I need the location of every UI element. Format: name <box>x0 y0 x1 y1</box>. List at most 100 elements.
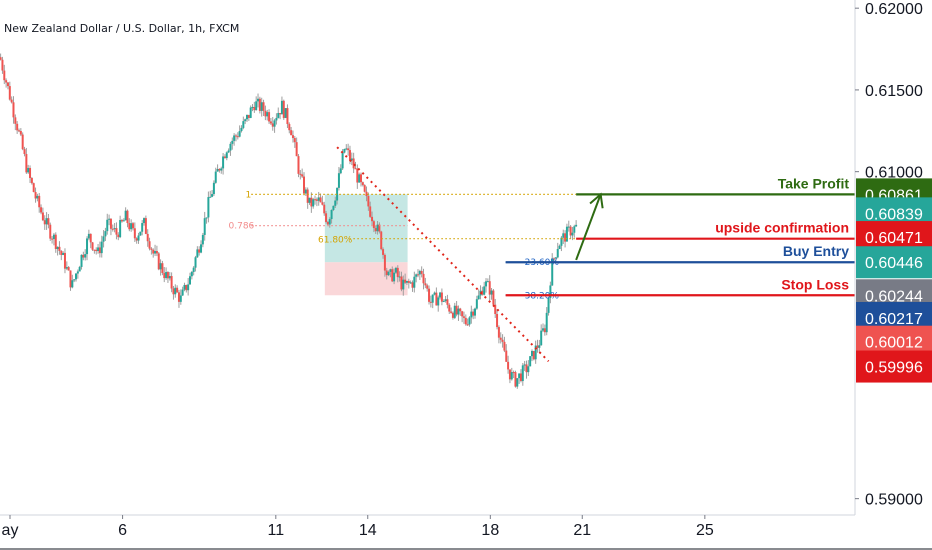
candle-body <box>400 276 403 290</box>
candle-body <box>225 152 228 159</box>
candle-body <box>573 226 576 233</box>
candle-body <box>483 286 486 295</box>
candle-body <box>297 156 300 174</box>
candle-body <box>150 248 153 250</box>
candle-body <box>190 271 193 277</box>
candle-body <box>508 369 511 380</box>
time-tick-label: 11 <box>268 522 285 539</box>
candle-body <box>426 285 429 289</box>
candle-body <box>126 210 129 224</box>
candle-body <box>378 224 381 232</box>
candle-body <box>380 231 383 250</box>
candle-body <box>560 237 563 246</box>
candle-body <box>43 220 46 225</box>
candle-body <box>462 316 465 318</box>
level-label: upside confirmation <box>715 220 849 236</box>
candle-body <box>128 223 131 230</box>
candle-body <box>459 308 462 312</box>
candle-body <box>404 279 407 283</box>
candle-body <box>356 168 359 183</box>
candle-body <box>496 314 499 328</box>
candle-body <box>433 292 436 295</box>
target-zone <box>324 194 408 263</box>
candle-body <box>269 121 272 124</box>
candle-body <box>218 168 221 171</box>
candle-body <box>363 185 366 192</box>
candle-body <box>271 123 274 127</box>
candle-body <box>339 168 342 174</box>
level-label: Buy Entry <box>783 243 849 259</box>
candle-body <box>472 311 475 316</box>
candle-body <box>514 372 517 387</box>
candle-body <box>455 305 458 315</box>
candle-body <box>407 280 410 283</box>
candle-body <box>253 106 256 111</box>
candle-body <box>336 187 339 201</box>
fib-label: 1 <box>246 190 252 200</box>
candle-body <box>76 271 79 274</box>
candle-body <box>135 238 138 241</box>
time-tick-label: 6 <box>118 522 127 539</box>
candle-body <box>214 171 217 183</box>
candle-body <box>201 234 204 245</box>
candle-body <box>273 120 276 127</box>
candle-body <box>567 226 570 228</box>
candle-body <box>86 238 89 255</box>
candle-body <box>98 247 101 254</box>
candle-body <box>132 223 134 229</box>
candle-body <box>468 317 471 325</box>
candle-body <box>503 341 506 351</box>
candle-body <box>203 218 206 235</box>
candle-body <box>350 158 353 161</box>
price-badge <box>856 246 932 279</box>
candle-body <box>565 226 568 242</box>
candle-body <box>183 284 186 290</box>
candle-body <box>314 199 317 201</box>
candle-body <box>257 98 260 102</box>
candle-body <box>317 197 320 201</box>
candle-body <box>409 282 412 284</box>
candle-body <box>571 232 574 236</box>
candle-body <box>417 274 419 276</box>
candle-body <box>106 219 109 232</box>
candle-body <box>246 114 248 120</box>
candle-body <box>481 290 484 295</box>
candle-body <box>415 274 418 277</box>
candle-body <box>564 233 567 242</box>
candle-body <box>290 130 293 136</box>
candle-body <box>396 267 399 278</box>
candle-body <box>303 176 305 194</box>
price-badge-label: 0.60217 <box>865 311 923 328</box>
candle-body <box>510 372 513 380</box>
candle-body <box>6 82 9 87</box>
candle-body <box>236 136 239 138</box>
candle-body <box>448 304 451 312</box>
fib-label: 0.786 <box>229 222 255 232</box>
candle-body <box>25 154 28 173</box>
candle-body <box>398 276 401 278</box>
price-badge-label: 0.60839 <box>865 206 923 223</box>
candle-body <box>84 254 87 258</box>
candle-body <box>108 218 111 220</box>
trendline <box>336 146 550 363</box>
candle-body <box>220 168 223 171</box>
candle-body <box>376 224 379 232</box>
price-tick-label: 0.62000 <box>865 1 923 18</box>
candle-body <box>40 207 43 213</box>
candle-body <box>385 270 388 276</box>
candle-body <box>512 372 515 374</box>
candle-body <box>429 301 432 303</box>
candle-body <box>293 138 296 143</box>
candle-body <box>71 280 74 288</box>
candle-body <box>389 269 392 272</box>
time-tick-label: 18 <box>481 522 499 539</box>
candle-body <box>279 113 282 115</box>
candle-body <box>575 224 578 227</box>
fib-label: 61.80% <box>318 236 353 246</box>
candle-body <box>372 221 375 229</box>
candle-body <box>144 218 147 234</box>
candle-body <box>93 249 96 251</box>
candle-body <box>470 311 473 318</box>
